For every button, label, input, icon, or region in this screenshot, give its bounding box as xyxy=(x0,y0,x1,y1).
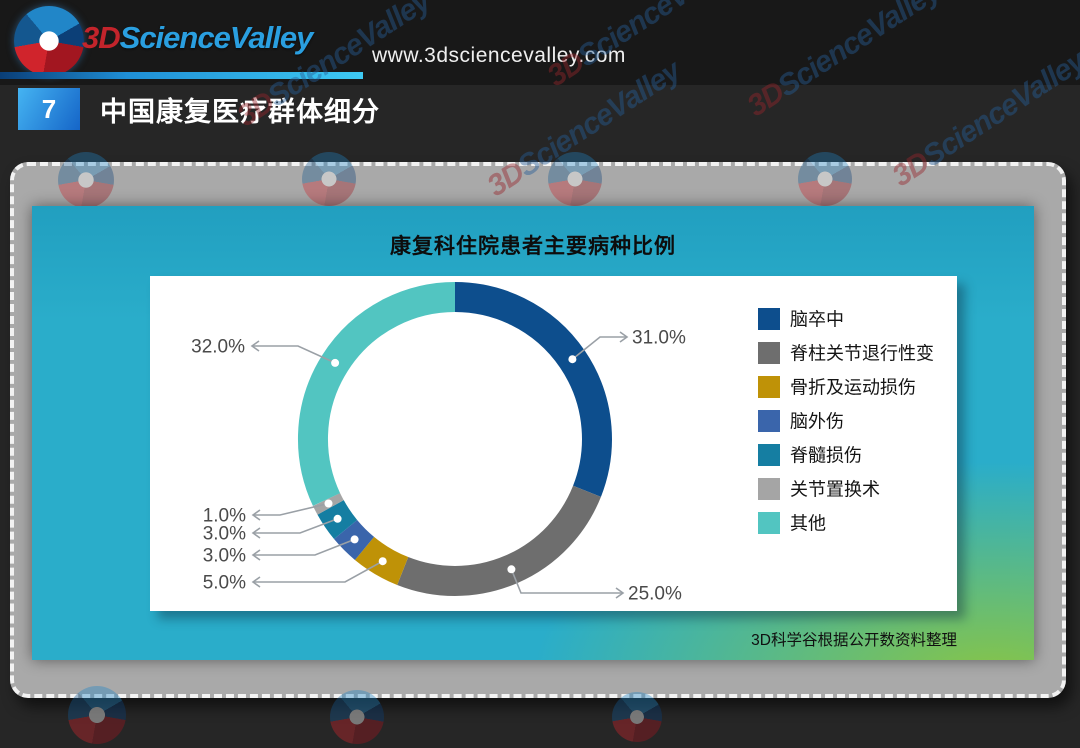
legend-swatch xyxy=(758,376,780,398)
segment-dot xyxy=(378,557,387,566)
segment-dot xyxy=(331,358,340,367)
legend-swatch xyxy=(758,444,780,466)
legend-label: 其他 xyxy=(790,514,826,534)
segment-dot xyxy=(350,535,359,544)
logo-prefix: 3D xyxy=(82,20,121,55)
source-note: 3D科学谷根据公开数资料整理 xyxy=(751,632,957,649)
percent-label: 1.0% xyxy=(203,506,246,527)
leader-line xyxy=(253,560,384,583)
legend-swatch xyxy=(758,308,780,330)
arrow-head-icon xyxy=(619,331,629,343)
chart-panel: 康复科住院患者主要病种比例 31.0% 脑卒中 25.0% 脊柱关节退行性变 5.0% 骨… xyxy=(32,206,1034,660)
percent-label: 5.0% xyxy=(203,573,246,594)
legend-swatch xyxy=(758,512,780,534)
watermark-swirl-icon xyxy=(302,152,356,206)
percent-label: 25.0% xyxy=(628,584,682,605)
arrow-head-icon xyxy=(615,587,625,599)
chart-card: 31.0% 脑卒中 25.0% 脊柱关节退行性变 5.0% 骨折及运动损伤 3.0% 脑外伤 3… xyxy=(150,276,957,611)
segment-dot xyxy=(324,499,333,508)
percent-label: 3.0% xyxy=(203,524,246,545)
legend-label: 关节置换术 xyxy=(790,480,880,500)
legend-label: 脊髓损伤 xyxy=(790,446,862,466)
logo-swirl-icon xyxy=(14,6,84,76)
legend-label: 脊柱关节退行性变 xyxy=(790,344,934,364)
arrow-head-icon xyxy=(251,549,261,561)
legend-label: 骨折及运动损伤 xyxy=(790,378,916,398)
leader-line xyxy=(253,538,355,556)
arrow-head-icon xyxy=(250,340,260,352)
leader-line xyxy=(253,518,338,534)
segment-dot xyxy=(507,565,516,574)
watermark-swirl-icon xyxy=(548,152,602,206)
watermark-swirl-icon xyxy=(58,152,114,208)
site-url: www.3dsciencevalley.com xyxy=(372,44,626,67)
segment-dot xyxy=(333,514,342,523)
legend-label: 脑卒中 xyxy=(790,310,844,330)
percent-label: 32.0% xyxy=(191,337,245,358)
logo-text: 3DScienceValley xyxy=(82,20,314,56)
donut-chart: 31.0% 脑卒中 25.0% 脊柱关节退行性变 5.0% 骨折及运动损伤 3.0% 脑外伤 3… xyxy=(191,282,934,605)
leader-line xyxy=(253,502,329,516)
arrow-head-icon xyxy=(251,576,261,588)
donut-segment xyxy=(397,485,601,596)
legend-swatch xyxy=(758,410,780,432)
watermark-swirl-icon xyxy=(612,692,662,742)
slide-number-badge: 7 xyxy=(18,88,80,130)
leader-line xyxy=(571,336,627,360)
watermark-swirl-icon xyxy=(798,152,852,206)
leader-line xyxy=(252,345,336,364)
logo-name: ScienceValley xyxy=(119,20,314,55)
legend-swatch xyxy=(758,342,780,364)
watermark-swirl-icon xyxy=(330,690,384,744)
arrow-head-icon xyxy=(251,527,261,539)
header-accent-line xyxy=(0,72,363,79)
chart-title: 康复科住院患者主要病种比例 xyxy=(390,235,676,258)
page-title: 中国康复医疗群体细分 xyxy=(100,96,380,127)
donut-segment xyxy=(454,282,612,497)
leader-line xyxy=(510,568,623,594)
header-bar: 3DScienceValley www.3dsciencevalley.com xyxy=(0,0,1080,85)
percent-label: 3.0% xyxy=(203,546,246,567)
donut-segment xyxy=(298,282,456,506)
segment-dot xyxy=(568,355,577,364)
content-frame: 康复科住院患者主要病种比例 31.0% 脑卒中 25.0% 脊柱关节退行性变 5.0% 骨… xyxy=(10,152,1066,698)
legend-swatch xyxy=(758,478,780,500)
percent-label: 31.0% xyxy=(632,328,686,349)
legend-label: 脑外伤 xyxy=(790,412,844,432)
arrow-head-icon xyxy=(251,509,261,521)
